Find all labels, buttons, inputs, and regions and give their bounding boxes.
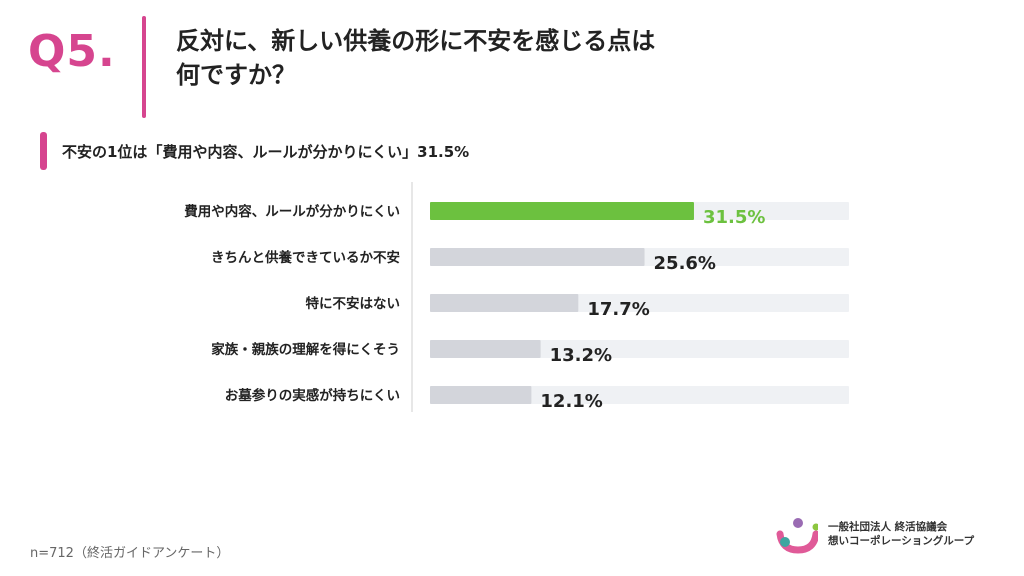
question-title: 反対に、新しい供養の形に不安を感じる点は 何ですか？	[176, 24, 776, 92]
bar	[430, 340, 541, 358]
organization-logo: 一般社団法人 終活協議会 想いコーポレーショングループ	[776, 514, 976, 554]
summary-marker	[40, 132, 47, 170]
bar	[430, 202, 694, 220]
category-label: 家族・親族の理解を得にくそう	[211, 341, 400, 358]
bar	[430, 294, 579, 312]
category-label: きちんと供養できているか不安	[211, 249, 400, 266]
question-title-line-2: 何ですか？	[176, 61, 296, 89]
summary-text: 不安の1位は「費用や内容、ルールが分かりにくい」31.5%	[62, 143, 470, 161]
value-label: 12.1%	[540, 391, 602, 412]
question-title-line-1: 反対に、新しい供養の形に不安を感じる点は	[176, 27, 656, 55]
category-label: 費用や内容、ルールが分かりにくい	[184, 203, 400, 220]
logo-text: 一般社団法人 終活協議会 想いコーポレーショングループ	[828, 520, 974, 548]
value-label: 31.5%	[703, 207, 765, 228]
logo-line-2: 想いコーポレーショングループ	[828, 535, 975, 547]
bar-chart: 費用や内容、ルールが分かりにくい 31.5% きちんと供養できているか不安 25.6%…	[184, 182, 849, 412]
title-divider	[142, 16, 146, 118]
question-number: Q5.	[28, 26, 116, 77]
bar	[430, 386, 532, 404]
category-label: お墓参りの実感が持ちにくい	[225, 387, 400, 404]
value-label: 25.6%	[654, 253, 716, 274]
value-label: 13.2%	[550, 345, 612, 366]
logo-line-1: 一般社団法人 終活協議会	[828, 521, 948, 533]
bar	[430, 248, 645, 266]
category-label: 特に不安はない	[306, 295, 401, 312]
footnote: n=712（終活ガイドアンケート）	[30, 546, 230, 561]
bar-track	[430, 386, 849, 404]
logo-mark-icon	[776, 518, 818, 554]
value-label: 17.7%	[587, 299, 649, 320]
